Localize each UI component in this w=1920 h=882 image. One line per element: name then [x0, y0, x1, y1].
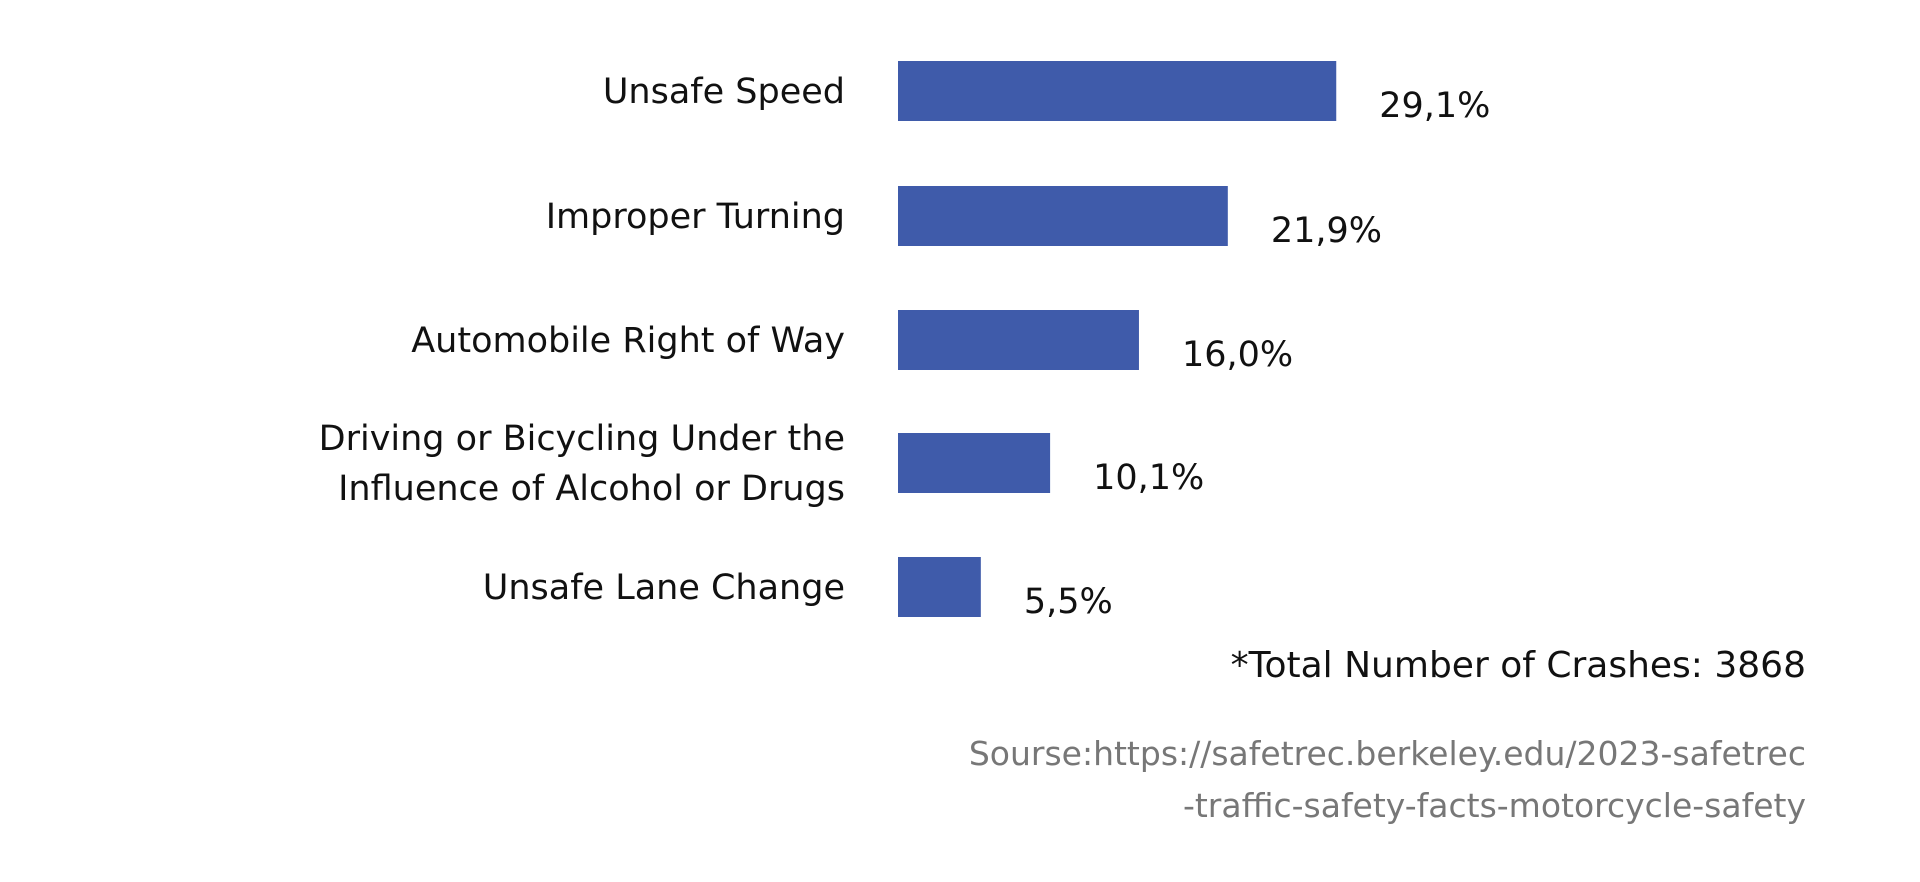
- category-label: Influence of Alcohol or Drugs: [338, 469, 845, 509]
- data-label: 29,1%: [1379, 86, 1490, 126]
- bar: [898, 433, 1051, 493]
- bar: [898, 310, 1139, 370]
- total-crashes-note: *Total Number of Crashes: 3868: [1230, 645, 1806, 686]
- bar: [898, 61, 1337, 121]
- category-label: Unsafe Speed: [603, 72, 845, 112]
- source-line-1: Sourse:https://safetrec.berkeley.edu/202…: [968, 734, 1806, 773]
- category-label: Improper Turning: [546, 197, 845, 237]
- data-label: 5,5%: [1024, 582, 1113, 622]
- source-line-2: -traffic-safety-facts-motorcycle-safety: [1182, 786, 1806, 825]
- category-label: Automobile Right of Way: [411, 321, 845, 361]
- bar-chart: 29,1% Unsafe Speed 21,9% Improper Turning 16…: [319, 61, 1490, 622]
- bar: [898, 557, 981, 617]
- data-label: 10,1%: [1093, 458, 1204, 498]
- bar: [898, 186, 1228, 246]
- category-label: Driving or Bicycling Under the: [319, 419, 845, 459]
- data-label: 16,0%: [1182, 335, 1293, 375]
- category-label: Unsafe Lane Change: [483, 568, 845, 608]
- source-text: Sourse:https://safetrec.berkeley.edu/202…: [906, 728, 1806, 832]
- data-label: 21,9%: [1271, 211, 1382, 251]
